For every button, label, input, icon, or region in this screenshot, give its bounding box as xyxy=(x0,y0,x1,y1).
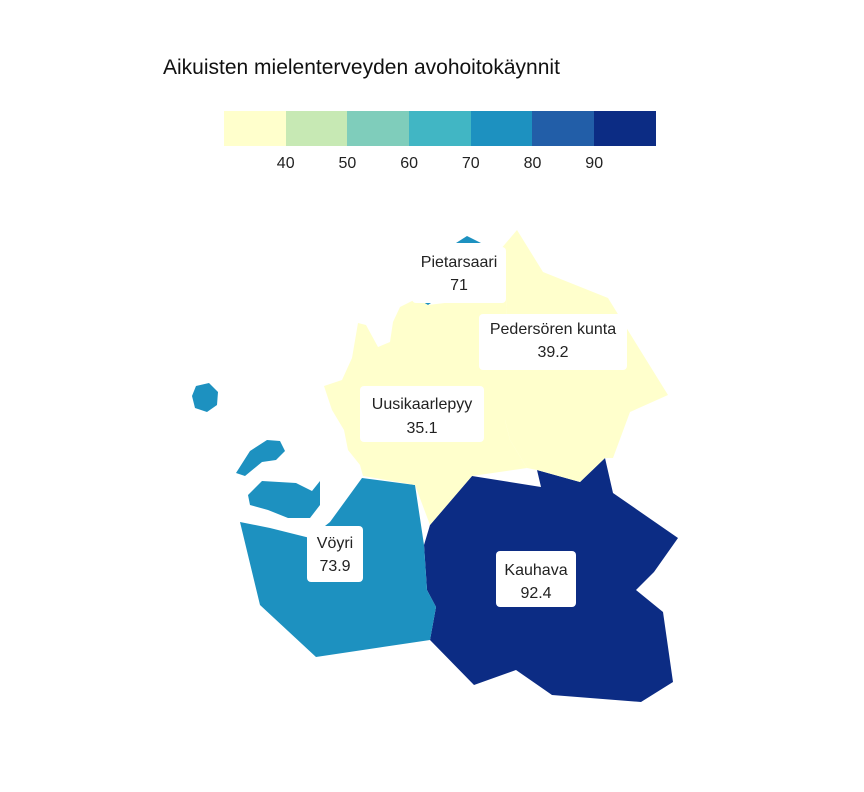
region-pietarsaari[interactable] xyxy=(456,236,481,243)
region-label: Pietarsaari 71 xyxy=(412,247,506,303)
region-name: Pietarsaari xyxy=(421,254,497,271)
legend-swatch xyxy=(594,111,656,146)
region-name: Pedersören kunta xyxy=(490,321,616,338)
color-legend: 40 50 60 70 80 90 xyxy=(224,111,656,181)
legend-bar xyxy=(224,111,656,146)
legend-tick: 70 xyxy=(461,155,480,172)
region-voyri-island[interactable] xyxy=(236,440,285,476)
region-voyri-island[interactable] xyxy=(192,383,218,412)
legend-swatch xyxy=(409,111,471,146)
region-label: Kauhava 92.4 xyxy=(496,551,576,607)
legend-swatch xyxy=(470,111,533,146)
region-label: Vöyri 73.9 xyxy=(307,526,363,582)
legend-swatch xyxy=(224,111,286,146)
legend-tick: 50 xyxy=(338,155,357,172)
legend-tick: 40 xyxy=(276,155,295,172)
legend-swatch xyxy=(347,111,410,146)
region-value: 39.2 xyxy=(537,344,568,361)
region-name: Kauhava xyxy=(504,562,567,579)
region-name: Uusikaarlepyy xyxy=(372,396,472,413)
legend-tick: 60 xyxy=(400,155,418,172)
region-value: 35.1 xyxy=(406,420,437,437)
region-value: 71 xyxy=(450,277,468,294)
region-value: 92.4 xyxy=(520,585,551,602)
legend-swatch xyxy=(532,111,595,146)
region-value: 73.9 xyxy=(319,558,350,575)
legend-tick: 90 xyxy=(585,155,604,172)
legend-swatch xyxy=(285,111,348,146)
region-voyri-island[interactable] xyxy=(248,481,320,518)
region-label: Pedersören kunta 39.2 xyxy=(479,314,627,370)
region-label: Uusikaarlepyy 35.1 xyxy=(360,386,484,442)
region-name: Vöyri xyxy=(317,535,353,552)
legend-tick: 80 xyxy=(523,155,542,172)
map-title: Aikuisten mielenterveyden avohoitokäynni… xyxy=(163,56,560,79)
